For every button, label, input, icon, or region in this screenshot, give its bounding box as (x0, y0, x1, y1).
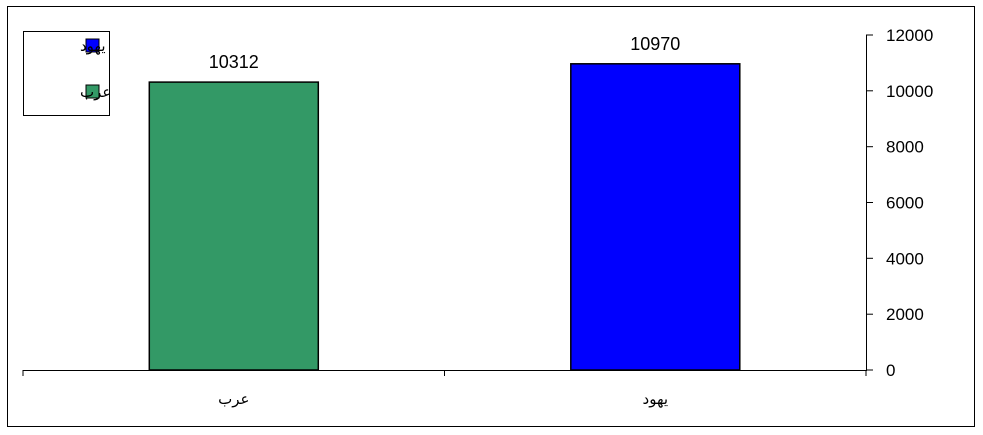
bar-1 (148, 81, 320, 371)
y-tick-label-2: 4000 (886, 249, 924, 268)
data-label-1: 10312 (209, 52, 259, 72)
category-label-1: عرب (218, 390, 249, 408)
category-labels-group: عرب يهود (218, 390, 668, 408)
y-tick-label-6: 12000 (886, 26, 933, 45)
legend-items-group: يهود عرب (80, 37, 111, 101)
y-tick-label-3: 6000 (886, 194, 924, 213)
y-ticks-group: 0 2000 4000 6000 8000 10000 12000 (866, 26, 933, 380)
x-ticks-group (22, 370, 867, 376)
legend-swatch-2 (85, 84, 100, 99)
y-tick-label-1: 2000 (886, 305, 924, 324)
legend: يهود عرب (23, 31, 111, 116)
legend-label-2: عرب (80, 83, 111, 101)
category-label-2: يهود (643, 390, 669, 408)
bar-2 (570, 63, 741, 371)
y-tick-label-5: 10000 (886, 82, 933, 101)
data-label-2: 10970 (630, 34, 680, 54)
legend-swatch-1 (85, 38, 100, 53)
legend-label-1: يهود (80, 37, 106, 55)
y-tick-label-0: 0 (886, 361, 895, 380)
bars-group (148, 63, 741, 371)
data-labels-group: 10312 10970 (209, 34, 681, 72)
y-tick-label-4: 8000 (886, 138, 924, 157)
